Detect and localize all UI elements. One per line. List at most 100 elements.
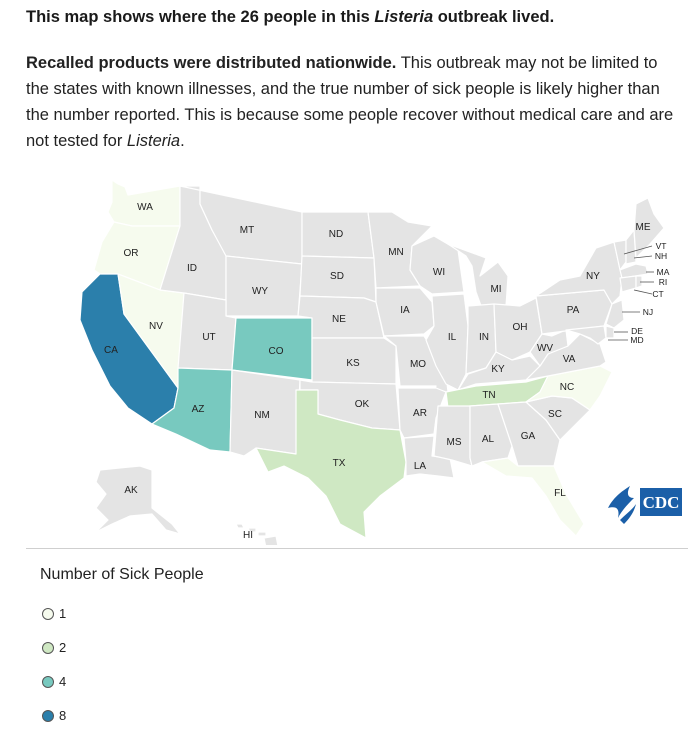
label-SD: SD — [330, 271, 344, 282]
label-KS: KS — [346, 358, 360, 369]
outbreak-description: Recalled products were distributed natio… — [26, 50, 681, 154]
legend-label-1: 1 — [59, 606, 67, 621]
state-MA[interactable] — [619, 263, 649, 279]
divider-line — [26, 548, 688, 549]
label-OH: OH — [513, 322, 528, 333]
state-MD[interactable] — [565, 325, 607, 345]
label-MA: MA — [657, 267, 670, 277]
state-ME[interactable] — [633, 197, 665, 259]
label-CA: CA — [104, 345, 118, 356]
state-IL[interactable] — [425, 293, 469, 391]
label-IN: IN — [479, 332, 489, 343]
label-MS: MS — [447, 437, 462, 448]
label-NJ: NJ — [643, 307, 653, 317]
label-NE: NE — [332, 314, 346, 325]
label-FL: FL — [554, 488, 566, 499]
cdc-logo-box — [640, 488, 682, 516]
state-AR[interactable] — [397, 387, 447, 439]
label-IL: IL — [448, 332, 457, 343]
label-OK: OK — [355, 399, 370, 410]
label-VT: VT — [656, 241, 667, 251]
label-ME: ME — [636, 222, 651, 233]
label-NM: NM — [254, 410, 270, 421]
us-outbreak-map: WA OR CA NV ID MT WY UT AZ CO NM ND SD N… — [79, 179, 682, 545]
label-WA: WA — [137, 202, 153, 213]
state-DE[interactable] — [605, 325, 615, 339]
label-MD: MD — [630, 335, 643, 345]
state-TX[interactable] — [255, 389, 407, 539]
label-KY: KY — [491, 364, 505, 375]
state-KS[interactable] — [311, 337, 397, 385]
hhs-eagle-icon — [608, 486, 636, 524]
label-AK: AK — [124, 485, 138, 496]
legend-label-8: 8 — [59, 708, 67, 723]
description-em: Listeria — [126, 132, 181, 150]
state-MI[interactable] — [447, 243, 509, 315]
state-AK[interactable] — [95, 465, 181, 535]
description-text: This outbreak may not be limited to the … — [26, 54, 674, 150]
label-IA: IA — [400, 305, 410, 316]
label-PA: PA — [567, 305, 580, 316]
label-TN: TN — [482, 390, 495, 401]
state-NJ[interactable] — [605, 299, 625, 329]
headline-text-pre: This map shows where the 26 people in th… — [26, 8, 375, 26]
label-HI: HI — [243, 530, 253, 541]
label-WV: WV — [537, 343, 553, 354]
state-CT[interactable] — [619, 275, 637, 293]
label-MT: MT — [240, 225, 254, 236]
label-LA: LA — [414, 461, 427, 472]
legend-item-2: 2 — [42, 640, 66, 655]
legend-label-2: 2 — [59, 640, 67, 655]
legend-item-1: 1 — [42, 606, 66, 621]
label-CT: CT — [652, 289, 663, 299]
description-end: . — [180, 132, 185, 150]
label-NC: NC — [560, 382, 574, 393]
label-WI: WI — [433, 267, 445, 278]
label-NY: NY — [586, 271, 600, 282]
label-MO: MO — [410, 359, 426, 370]
label-GA: GA — [521, 431, 536, 442]
label-AZ: AZ — [192, 404, 205, 415]
state-HI[interactable] — [235, 523, 279, 545]
label-ID: ID — [187, 263, 197, 274]
state-MS[interactable] — [433, 405, 473, 467]
label-RI: RI — [659, 277, 668, 287]
label-VA: VA — [563, 354, 576, 365]
legend-swatch-1 — [42, 607, 54, 620]
page-headline: This map shows where the 26 people in th… — [26, 8, 676, 27]
label-MN: MN — [388, 247, 404, 258]
label-NH: NH — [655, 251, 667, 261]
legend-item-8: 8 — [42, 708, 66, 723]
legend-title: Number of Sick People — [40, 566, 204, 583]
state-IA[interactable] — [375, 287, 435, 337]
legend-label-4: 4 — [59, 674, 67, 689]
label-DE: DE — [631, 326, 643, 336]
label-TX: TX — [333, 458, 346, 469]
label-ND: ND — [329, 229, 343, 240]
callout-lines — [608, 245, 654, 341]
label-WY: WY — [252, 286, 268, 297]
description-bold: Recalled products were distributed natio… — [26, 54, 397, 72]
state-FL[interactable] — [481, 457, 585, 537]
label-NV: NV — [149, 321, 163, 332]
headline-text-em: Listeria — [374, 8, 434, 26]
legend-swatch-8 — [42, 709, 54, 722]
label-CO: CO — [269, 346, 284, 357]
label-MI: MI — [490, 284, 501, 295]
state-NH[interactable] — [625, 229, 637, 265]
label-UT: UT — [202, 332, 215, 343]
label-AL: AL — [482, 434, 495, 445]
state-labels: WA OR CA NV ID MT WY UT AZ CO NM ND SD N… — [104, 202, 670, 541]
label-AR: AR — [413, 408, 427, 419]
label-SC: SC — [548, 409, 562, 420]
cdc-logo: CDC — [608, 486, 682, 524]
headline-text-post: outbreak lived. — [433, 8, 555, 26]
legend-swatch-2 — [42, 641, 54, 654]
state-WI[interactable] — [409, 235, 465, 295]
state-RI[interactable] — [635, 275, 643, 289]
state-LA[interactable] — [403, 435, 455, 479]
cdc-logo-text: CDC — [643, 493, 680, 512]
label-OR: OR — [124, 248, 139, 259]
legend-swatch-4 — [42, 675, 54, 688]
state-KY[interactable] — [457, 351, 541, 391]
